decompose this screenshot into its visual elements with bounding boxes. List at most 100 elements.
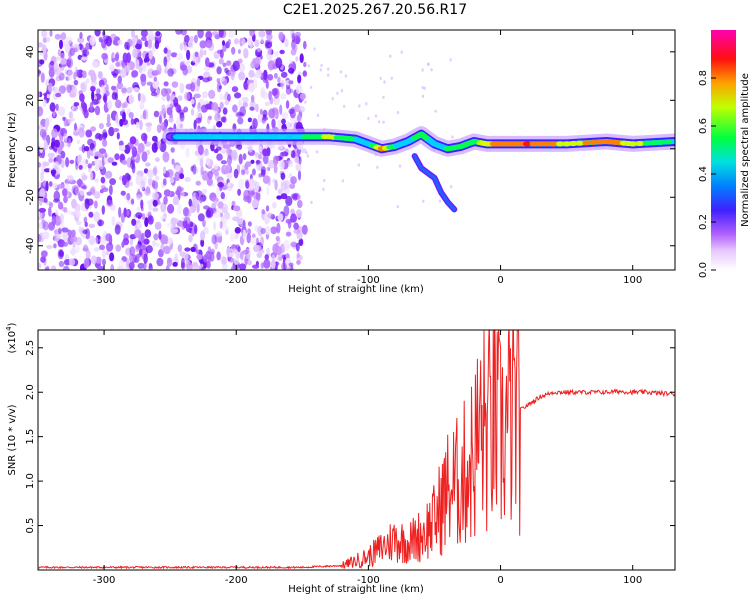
noise-blob — [135, 212, 143, 219]
noise-blob — [221, 40, 226, 46]
noise-blob — [339, 70, 343, 74]
noise-blob — [279, 104, 283, 115]
noise-blob — [160, 215, 166, 220]
noise-blob — [144, 40, 149, 48]
noise-blob — [248, 83, 255, 93]
noise-blob — [265, 30, 272, 36]
noise-blob — [57, 201, 64, 210]
noise-blob — [142, 62, 147, 73]
noise-blob — [295, 163, 302, 171]
noise-blob — [168, 117, 174, 123]
noise-blob — [110, 264, 115, 270]
noise-blob — [163, 47, 168, 54]
noise-blob — [74, 122, 77, 131]
noise-blob — [195, 117, 202, 124]
noise-blob — [38, 91, 41, 98]
noise-blob — [52, 183, 58, 189]
noise-blob — [219, 93, 224, 101]
noise-blob — [108, 126, 115, 137]
noise-blob — [113, 128, 120, 132]
noise-blob — [148, 263, 153, 269]
noise-blob — [206, 260, 211, 269]
noise-blob — [79, 93, 85, 102]
noise-blob — [105, 36, 113, 47]
x-tick-label: -200 — [225, 575, 248, 586]
noise-blob — [280, 193, 288, 200]
noise-blob — [131, 70, 139, 78]
noise-blob — [383, 80, 386, 84]
noise-blob — [79, 32, 83, 39]
noise-blob — [139, 103, 145, 110]
noise-blob — [292, 194, 299, 201]
noise-blob — [137, 222, 142, 230]
noise-blob — [178, 109, 185, 115]
noise-blob — [290, 176, 297, 185]
noise-blob — [71, 198, 77, 209]
noise-blob — [172, 261, 178, 267]
noise-blob — [229, 232, 235, 243]
noise-blob — [59, 39, 63, 50]
noise-blob — [226, 145, 231, 154]
noise-blob — [281, 262, 287, 270]
noise-blob — [141, 36, 147, 41]
y-tick-label: 20 — [25, 94, 36, 107]
noise-blob — [262, 148, 268, 157]
noise-blob — [213, 210, 221, 219]
noise-blob — [152, 44, 156, 53]
noise-blob — [262, 109, 268, 118]
noise-blob — [90, 126, 96, 132]
noise-blob — [205, 57, 210, 67]
noise-blob — [166, 169, 174, 178]
noise-blob — [216, 251, 221, 261]
noise-blob — [167, 68, 174, 77]
noise-blob — [220, 160, 227, 165]
noise-blob — [111, 85, 116, 91]
noise-blob — [55, 92, 62, 98]
noise-blob — [179, 112, 185, 122]
noise-blob — [65, 157, 70, 168]
noise-blob — [219, 101, 224, 109]
noise-blob — [231, 149, 238, 161]
ridge-point — [194, 134, 203, 140]
noise-blob — [86, 148, 91, 159]
noise-blob — [115, 61, 121, 67]
noise-blob — [40, 72, 45, 83]
noise-blob — [255, 49, 258, 57]
noise-blob — [101, 249, 106, 259]
noise-blob — [274, 179, 278, 191]
noise-blob — [152, 192, 160, 200]
noise-blob — [341, 179, 345, 183]
noise-blob — [200, 263, 204, 268]
noise-blob — [227, 39, 232, 45]
noise-blob — [205, 157, 211, 165]
noise-blob — [205, 31, 213, 40]
noise-blob — [126, 192, 131, 201]
noise-blob — [238, 71, 246, 81]
noise-blob — [170, 52, 178, 58]
noise-blob — [260, 262, 264, 269]
noise-blob — [109, 65, 115, 72]
noise-blob — [255, 103, 259, 113]
noise-blob — [85, 159, 89, 165]
noise-blob — [57, 106, 66, 117]
noise-blob — [109, 178, 116, 186]
noise-blob — [71, 229, 76, 238]
noise-blob — [98, 219, 102, 227]
noise-blob — [101, 52, 108, 60]
noise-blob — [377, 120, 381, 124]
noise-blob — [306, 154, 310, 158]
noise-blob — [192, 164, 197, 175]
noise-blob — [80, 82, 85, 90]
noise-blob — [249, 106, 255, 111]
noise-blob — [39, 145, 44, 154]
noise-blob — [93, 191, 101, 199]
noise-blob — [86, 78, 90, 84]
noise-blob — [40, 256, 46, 263]
noise-blob — [71, 104, 75, 111]
noise-blob — [273, 72, 278, 79]
noise-blob — [207, 76, 213, 82]
noise-blob — [95, 256, 102, 264]
noise-blob — [252, 118, 258, 130]
ridge-point — [595, 139, 604, 145]
noise-blob — [40, 250, 48, 258]
